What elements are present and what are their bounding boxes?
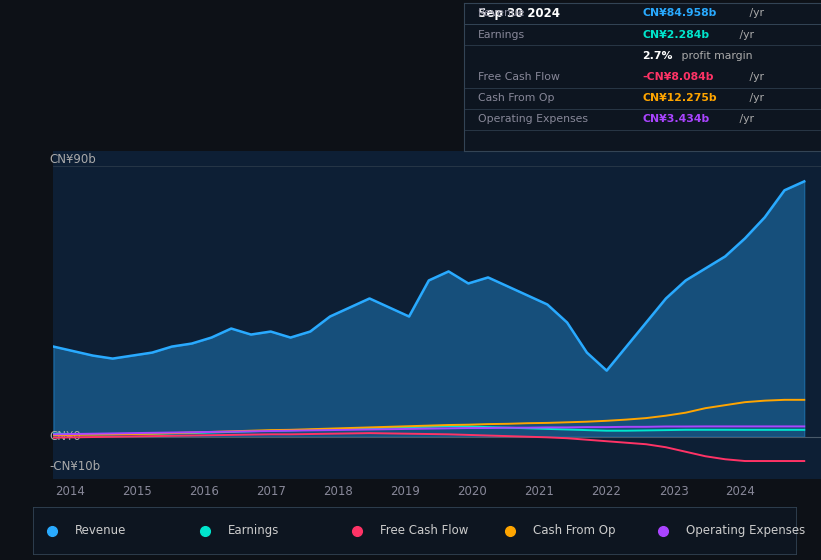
Text: -CN¥8.084b: -CN¥8.084b [643, 72, 714, 82]
Text: Free Cash Flow: Free Cash Flow [478, 72, 560, 82]
Text: Earnings: Earnings [478, 30, 525, 40]
Text: 2018: 2018 [323, 486, 353, 498]
Text: Sep 30 2024: Sep 30 2024 [478, 7, 560, 20]
Text: /yr: /yr [746, 72, 764, 82]
Text: Revenue: Revenue [478, 8, 525, 18]
Text: 2014: 2014 [55, 486, 85, 498]
Text: CN¥90b: CN¥90b [49, 153, 96, 166]
Text: 2.7%: 2.7% [643, 51, 673, 61]
Text: Free Cash Flow: Free Cash Flow [380, 524, 469, 537]
Text: CN¥3.434b: CN¥3.434b [643, 114, 709, 124]
Text: Revenue: Revenue [75, 524, 126, 537]
Text: CN¥12.275b: CN¥12.275b [643, 93, 717, 103]
Text: CN¥2.284b: CN¥2.284b [643, 30, 709, 40]
Text: /yr: /yr [736, 114, 754, 124]
Text: 2017: 2017 [256, 486, 287, 498]
Text: 2021: 2021 [525, 486, 554, 498]
Text: -CN¥10b: -CN¥10b [49, 460, 101, 473]
Text: 2024: 2024 [726, 486, 755, 498]
Text: /yr: /yr [746, 93, 764, 103]
Text: Operating Expenses: Operating Expenses [686, 524, 805, 537]
Text: /yr: /yr [736, 30, 754, 40]
Text: Operating Expenses: Operating Expenses [478, 114, 588, 124]
Text: 2016: 2016 [190, 486, 219, 498]
Text: Cash From Op: Cash From Op [533, 524, 616, 537]
Text: Cash From Op: Cash From Op [478, 93, 555, 103]
Text: 2022: 2022 [591, 486, 621, 498]
Text: CN¥84.958b: CN¥84.958b [643, 8, 717, 18]
Text: /yr: /yr [746, 8, 764, 18]
Text: 2015: 2015 [122, 486, 152, 498]
Text: 2020: 2020 [457, 486, 487, 498]
Text: 2019: 2019 [391, 486, 420, 498]
Text: Earnings: Earnings [227, 524, 279, 537]
Text: CN¥0: CN¥0 [49, 430, 81, 443]
Text: 2023: 2023 [658, 486, 688, 498]
Text: profit margin: profit margin [678, 51, 753, 61]
